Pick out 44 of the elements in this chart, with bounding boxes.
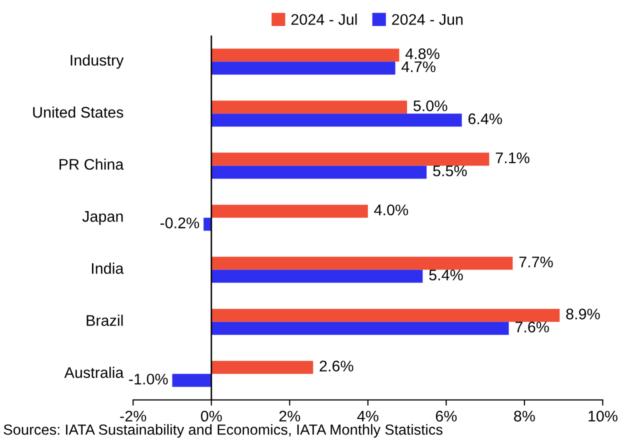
data-label: 5.4% xyxy=(429,270,463,280)
bar xyxy=(211,308,560,322)
bar xyxy=(211,256,513,270)
legend-label: 2024 - Jul xyxy=(291,14,357,25)
data-label: -0.2% xyxy=(160,218,200,228)
bar xyxy=(211,270,423,283)
data-label: 7.6% xyxy=(515,322,549,332)
source-note: Sources: IATA Sustainability and Economics, IATA Monthly Statistics xyxy=(4,424,442,438)
x-tick-label: 8% xyxy=(514,410,535,422)
bar xyxy=(211,322,509,335)
bar xyxy=(211,114,462,127)
x-tick-label: 6% xyxy=(436,410,457,422)
y-tick-label: Industry xyxy=(70,54,124,69)
data-label: 4.7% xyxy=(402,61,436,72)
bar xyxy=(172,374,212,387)
x-tick-label: -2% xyxy=(120,410,146,422)
data-label: 6.4% xyxy=(468,113,502,124)
x-tick-label: 2% xyxy=(279,410,300,422)
y-tick-label: PR China xyxy=(60,158,124,170)
data-label: 5.0% xyxy=(414,100,448,112)
bar xyxy=(211,48,400,62)
y-tick-label: India xyxy=(92,262,124,274)
data-label: 7.7% xyxy=(519,256,553,268)
y-tick-label: Australia xyxy=(64,366,124,378)
bar xyxy=(211,360,314,374)
bar xyxy=(211,204,368,218)
y-tick-label: Brazil xyxy=(86,314,123,326)
data-label: -1.0% xyxy=(129,374,168,385)
bar xyxy=(211,152,490,166)
bar xyxy=(211,62,396,75)
bar xyxy=(211,100,408,114)
y-tick-label: United States xyxy=(33,106,124,118)
data-label: 7.1% xyxy=(496,152,530,164)
data-label: 8.9% xyxy=(566,308,600,320)
bar xyxy=(211,166,427,179)
y-tick-label: Japan xyxy=(82,211,123,225)
x-tick-label: 10% xyxy=(588,410,618,422)
legend-label: 2024 - Jun xyxy=(392,14,463,25)
data-label: 2.6% xyxy=(320,360,354,372)
data-label: 5.5% xyxy=(433,166,467,176)
x-tick-label: 4% xyxy=(357,410,378,422)
data-label: 4.8% xyxy=(405,48,440,60)
data-label: 4.0% xyxy=(374,204,408,216)
x-tick-label: 0% xyxy=(200,410,222,422)
